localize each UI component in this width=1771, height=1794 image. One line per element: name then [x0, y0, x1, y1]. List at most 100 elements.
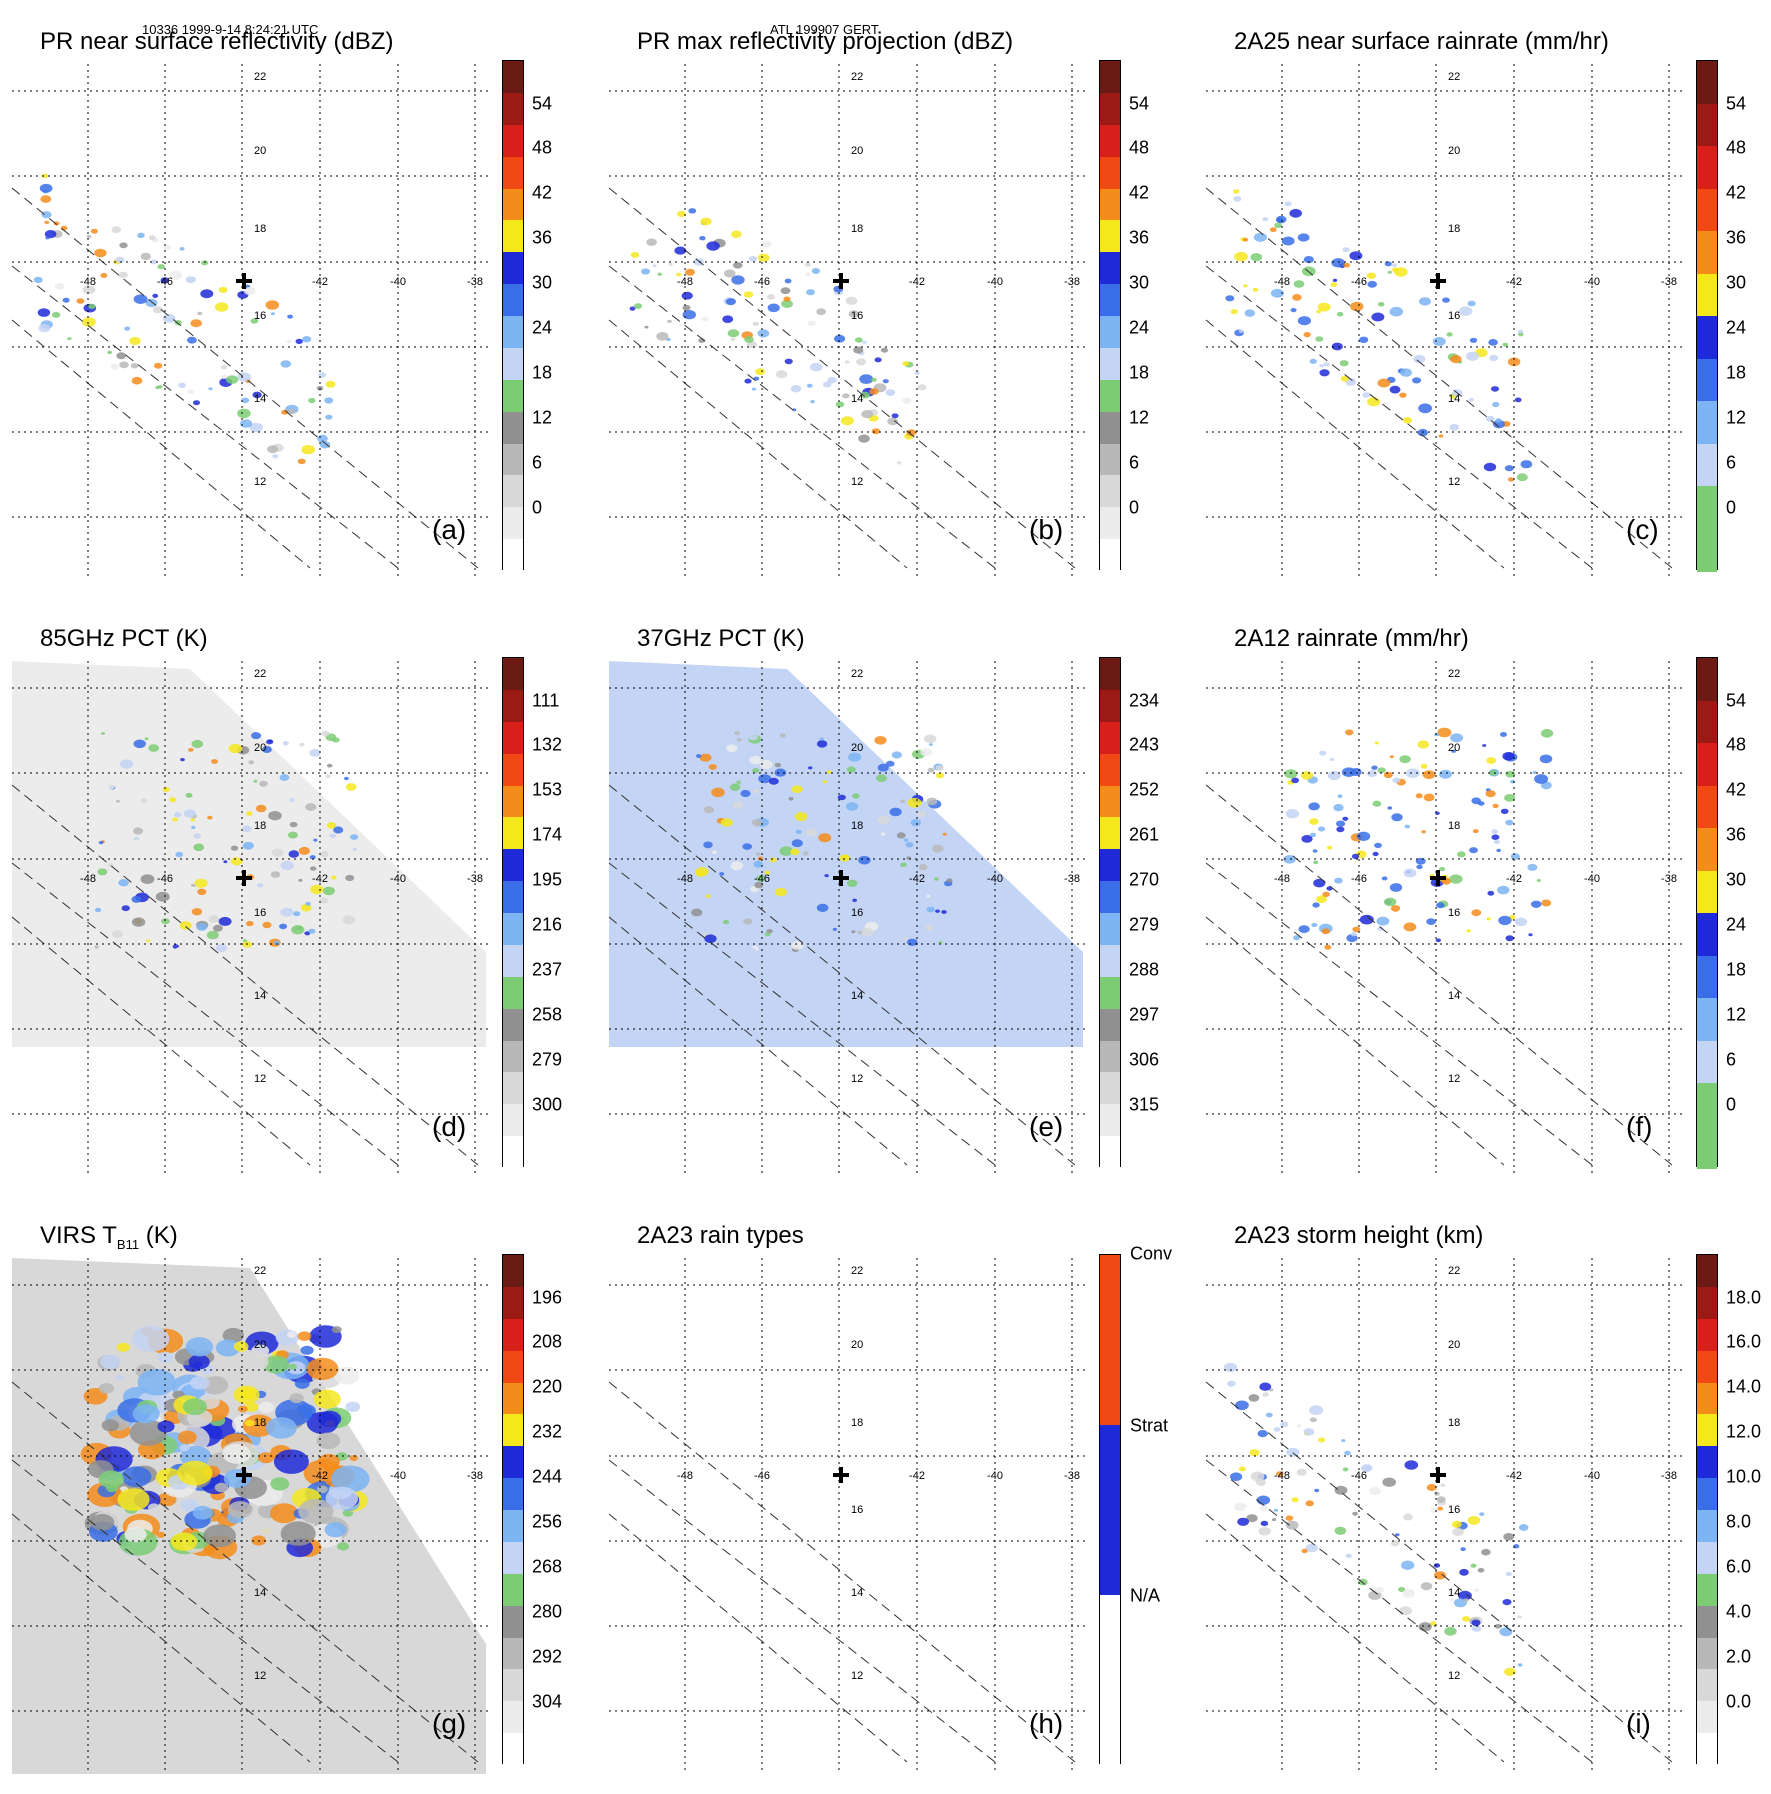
colorbar-tick-label: 42 — [1726, 779, 1747, 800]
header-center: ATL 199907 GERT — [770, 22, 879, 37]
data-cell — [250, 318, 259, 324]
data-cell — [856, 358, 867, 366]
colorbar — [1696, 657, 1718, 1169]
data-cell — [916, 810, 926, 818]
lat-label: 12 — [1448, 1073, 1460, 1085]
data-cell — [880, 1563, 891, 1570]
data-cell — [1303, 256, 1314, 264]
data-cell — [140, 798, 148, 803]
header-left: 10336 1999-9-14 8:24:21 UTC — [142, 22, 319, 37]
data-cell — [757, 329, 770, 338]
data-cell — [334, 1366, 360, 1385]
data-cell — [115, 799, 120, 803]
colorbar-tick-label: 0 — [1726, 497, 1737, 518]
lat-label: 20 — [851, 742, 863, 754]
data-cell — [699, 753, 712, 762]
data-cell — [227, 1501, 253, 1519]
data-cell — [935, 772, 945, 779]
colorbar-segment — [1697, 401, 1717, 444]
data-cell — [1503, 1533, 1515, 1541]
data-cell — [851, 930, 856, 934]
colorbar-segment — [1697, 1733, 1717, 1766]
data-cell — [133, 827, 144, 835]
lat-label: 22 — [1448, 1265, 1460, 1277]
colorbar-segment — [1100, 1008, 1120, 1041]
data-cell — [716, 1475, 722, 1480]
data-cell — [337, 1542, 349, 1551]
data-cell — [743, 1505, 757, 1515]
colorbar-segment — [1100, 316, 1120, 349]
data-cell — [140, 874, 155, 884]
swath-edge — [608, 862, 996, 1166]
data-cell — [755, 368, 765, 376]
colorbar-tick-label: 54 — [1129, 93, 1150, 114]
data-cell — [1458, 1590, 1472, 1601]
data-cell — [902, 361, 910, 366]
data-cell — [926, 906, 935, 913]
data-cell — [1329, 758, 1335, 761]
data-cell — [1507, 477, 1515, 482]
data-cell — [1402, 1589, 1415, 1598]
panel-title: PR max reflectivity projection (dBZ) — [637, 28, 1013, 56]
data-cell — [872, 1652, 886, 1662]
colorbar-segment — [1697, 700, 1717, 744]
data-cell — [1252, 287, 1259, 292]
data-cell — [1405, 768, 1420, 778]
data-cell — [1514, 917, 1528, 927]
colorbar-segment — [1697, 785, 1717, 829]
data-cell — [152, 293, 159, 298]
data-cell — [1401, 1560, 1415, 1570]
data-cell — [1436, 902, 1445, 909]
swath-edge — [1205, 784, 1673, 1166]
data-cell — [1412, 377, 1422, 384]
data-cell — [760, 1436, 770, 1443]
data-cell — [1505, 819, 1514, 826]
data-cell — [1359, 336, 1369, 343]
data-cell — [1499, 1627, 1513, 1637]
colorbar-tick-label: 196 — [532, 1287, 563, 1308]
data-cell — [268, 739, 273, 743]
data-cell — [667, 319, 672, 323]
data-cell — [701, 316, 709, 322]
panel-h: -48 -46 -42 -40 -38 22 20 18 16 14 12 2A23 rain typ… — [597, 1214, 1177, 1794]
data-cell — [1238, 329, 1244, 333]
data-cell — [1317, 826, 1326, 832]
lat-label: 12 — [254, 476, 266, 488]
data-cell — [1487, 890, 1495, 896]
data-cell — [324, 1522, 347, 1538]
colorbar-tick-label: 258 — [532, 1004, 563, 1025]
data-cell — [859, 374, 874, 384]
data-cell — [754, 881, 764, 889]
data-cell — [100, 273, 108, 278]
data-cell — [1230, 309, 1238, 315]
panel-title: 85GHz PCT (K) — [40, 625, 208, 653]
data-cell — [1316, 310, 1322, 314]
lon-label: -42 — [909, 1470, 925, 1482]
data-cell — [331, 1326, 342, 1334]
data-cell — [1272, 1518, 1277, 1522]
data-cell — [1482, 744, 1487, 747]
data-cell — [1532, 771, 1537, 774]
colorbar-segment — [1100, 1595, 1120, 1765]
swath-edge — [1205, 1459, 1593, 1763]
storm-center-marker — [1430, 1467, 1446, 1483]
data-cell — [197, 888, 207, 895]
data-cell — [767, 294, 776, 300]
data-cell — [326, 822, 337, 829]
data-cell — [305, 803, 317, 811]
data-cell — [1284, 201, 1292, 207]
data-cell — [345, 783, 357, 791]
data-cell — [297, 458, 306, 465]
data-cell — [1417, 740, 1430, 749]
data-cell — [137, 1368, 176, 1396]
data-cell — [301, 445, 316, 455]
map-plot: -42 -40 -38 22 20 18 14 12 — [11, 1258, 488, 1774]
data-cell — [941, 910, 947, 914]
swath-edge — [1205, 1513, 1505, 1763]
panel-letter: (h) — [1029, 1708, 1064, 1739]
data-cell — [708, 764, 717, 770]
data-cell — [76, 298, 85, 304]
colorbar-segment — [503, 1008, 523, 1041]
data-cell — [1367, 280, 1377, 288]
data-cell — [203, 1524, 237, 1548]
